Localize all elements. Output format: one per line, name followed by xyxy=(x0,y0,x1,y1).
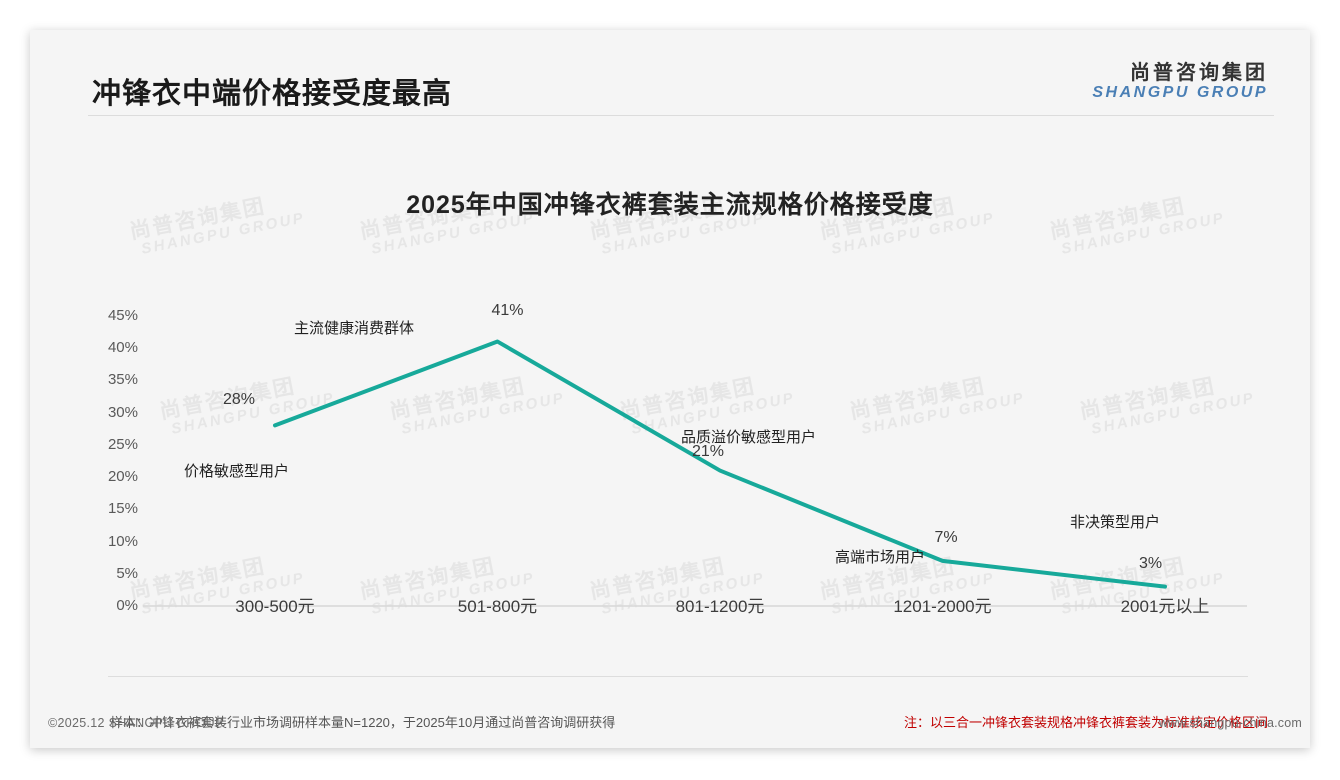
page-title: 冲锋衣中端价格接受度最高 xyxy=(92,78,453,110)
segment-annotation: 价格敏感型用户 xyxy=(184,463,290,480)
y-axis-tick-label: 40% xyxy=(107,339,138,356)
y-axis-tick-label: 35% xyxy=(107,371,138,389)
y-axis-tick-label: 0% xyxy=(116,597,138,614)
y-axis-tick-label: 45% xyxy=(107,306,138,324)
y-axis-tick-label: 5% xyxy=(116,564,138,582)
segment-annotation: 品质溢价敏感型用户 xyxy=(681,429,817,446)
copyright-text: ©2025.12 SHANGPU GROUP xyxy=(48,716,224,730)
segment-annotation: 高端市场用户 xyxy=(835,549,926,566)
x-axis-tick-label: 300-500元 xyxy=(235,597,315,616)
y-axis-tick-label: 25% xyxy=(107,435,138,453)
segment-annotation: 非决策型用户 xyxy=(1070,514,1161,531)
data-point-value: 7% xyxy=(934,528,958,546)
data-point-value: 3% xyxy=(1139,554,1163,572)
x-axis-tick-label: 501-800元 xyxy=(457,597,538,616)
segment-annotation: 主流健康消费群体 xyxy=(294,320,415,337)
logo-english-text: SHANGPU GROUP xyxy=(1092,84,1268,102)
slide-header: 冲锋衣中端价格接受度最高 尚普咨询集团 SHANGPU GROUP xyxy=(30,30,1310,116)
x-axis-tick-label: 2001元以上 xyxy=(1120,597,1210,616)
company-logo: 尚普咨询集团 SHANGPU GROUP xyxy=(1092,62,1268,102)
sample-footnote: 样本：冲锋衣裤套装行业市场调研样本量N=1220，于2025年10月通过尚普咨询… xyxy=(110,715,616,730)
data-point-value: 21% xyxy=(692,442,725,460)
y-axis-tick-label: 15% xyxy=(107,500,138,518)
footnote-divider xyxy=(108,676,1248,677)
line-chart-plot xyxy=(143,339,1247,607)
website-link[interactable]: www.shangpu-china.com xyxy=(1158,716,1302,730)
x-axis-tick-label: 801-1200元 xyxy=(675,597,765,616)
chart-title: 2025年中国冲锋衣裤套装主流规格价格接受度 xyxy=(406,191,934,219)
header-divider xyxy=(88,115,1274,116)
data-point-value: 41% xyxy=(491,301,524,319)
method-note: 注：以三合一冲锋衣套装规格冲锋衣裤套装为标准核定价格区间 xyxy=(903,715,1268,730)
y-axis-tick-label: 30% xyxy=(107,403,138,421)
slide-canvas: 尚普咨询集团 SHANGPU GROUP 尚普咨询集团 SHANGPU GROUP 尚普… xyxy=(30,30,1310,748)
logo-chinese-text: 尚普咨询集团 xyxy=(1130,62,1268,84)
data-series-line xyxy=(273,339,1167,589)
data-point-value: 28% xyxy=(223,391,256,409)
y-axis-tick-label: 10% xyxy=(107,532,138,550)
x-axis-tick-label: 1201-2000元 xyxy=(893,597,992,616)
y-axis-tick-label: 20% xyxy=(107,468,138,485)
